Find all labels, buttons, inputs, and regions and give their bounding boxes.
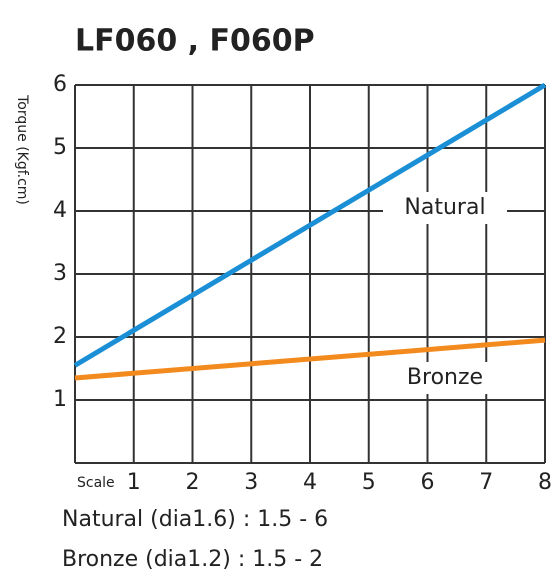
label-background — [383, 362, 507, 394]
y-tick-label: 4 — [53, 198, 67, 223]
y-tick-label: 5 — [53, 135, 67, 160]
x-tick-label: 5 — [362, 470, 376, 495]
note: Bronze (dia1.2) : 1.5 - 2 — [62, 547, 323, 572]
label-background — [383, 192, 507, 224]
series-label: Natural — [404, 195, 485, 220]
series-label: Bronze — [407, 365, 483, 390]
x-tick-label: 8 — [538, 470, 552, 495]
y-axis-label: Torque (Kgf.cm) — [14, 94, 30, 205]
x-tick-label: 4 — [303, 470, 317, 495]
x-tick-label: 1 — [127, 470, 141, 495]
chart-title: LF060 , F060P — [75, 24, 315, 59]
note: Natural (dia1.6) : 1.5 - 6 — [62, 507, 328, 532]
x-tick-label: 2 — [186, 470, 200, 495]
line-series — [73, 82, 547, 368]
x-tick-label: Scale — [77, 475, 115, 491]
y-tick-label: 3 — [53, 261, 67, 286]
x-tick-label: 7 — [479, 470, 493, 495]
x-tick-label: 6 — [421, 470, 435, 495]
y-tick-label: 2 — [53, 324, 67, 349]
y-tick-label: 1 — [53, 387, 67, 412]
y-tick-label: 6 — [53, 72, 67, 97]
x-tick-label: 3 — [244, 470, 258, 495]
line-series — [74, 337, 546, 381]
